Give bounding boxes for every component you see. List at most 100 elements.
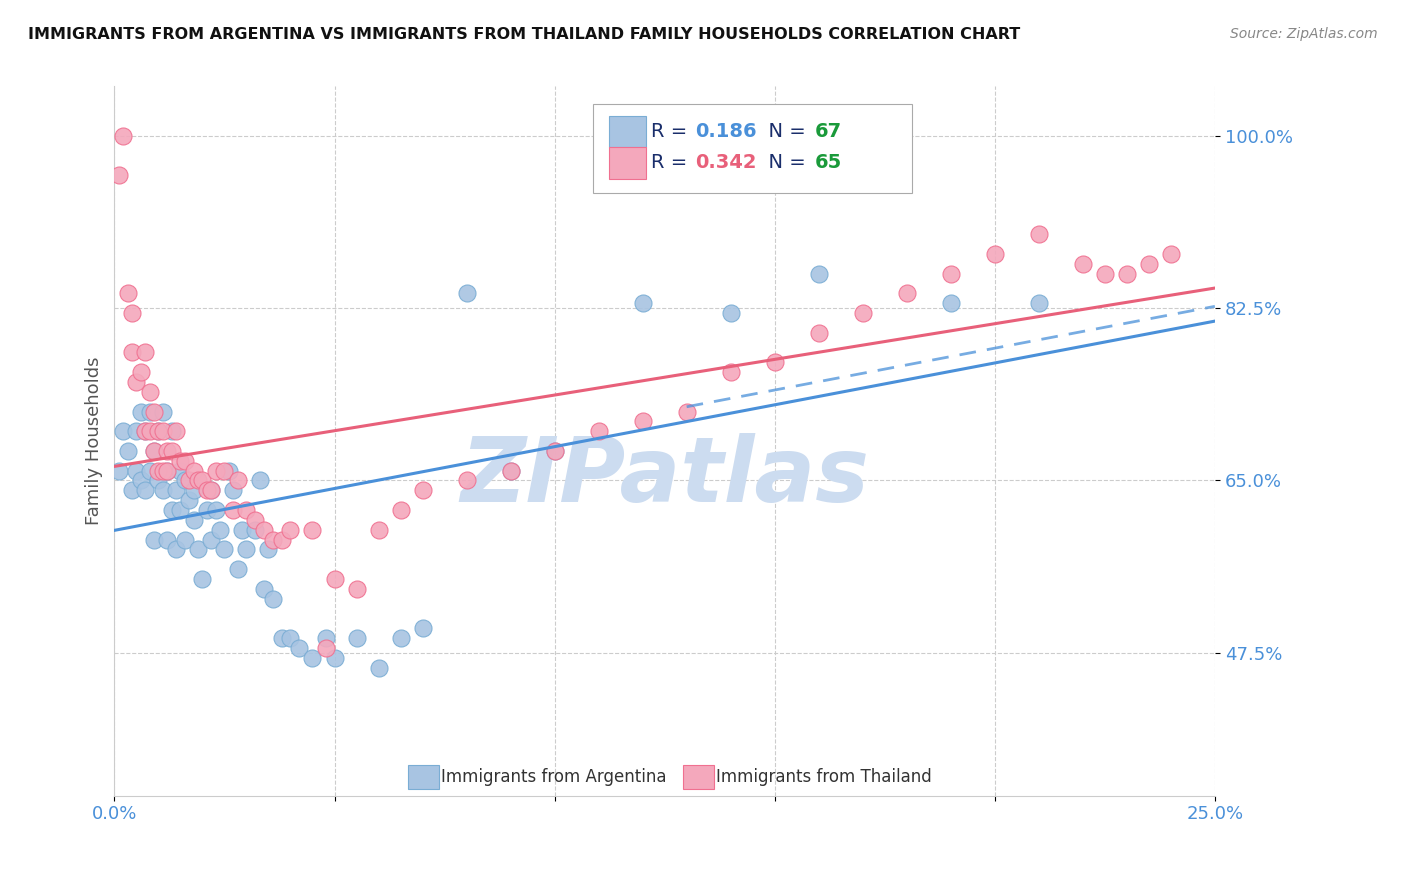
Text: R =: R = <box>651 153 695 172</box>
Point <box>720 306 742 320</box>
Point <box>231 523 253 537</box>
Point <box>179 474 201 488</box>
Point <box>412 483 434 498</box>
Point <box>129 365 152 379</box>
Point <box>1115 267 1137 281</box>
Point <box>253 523 276 537</box>
Point <box>222 483 245 498</box>
Point <box>245 523 267 537</box>
Text: Immigrants from Argentina: Immigrants from Argentina <box>441 768 666 787</box>
FancyBboxPatch shape <box>593 104 912 193</box>
Point <box>129 404 152 418</box>
Point <box>134 424 156 438</box>
Point <box>253 582 276 596</box>
Point <box>156 464 179 478</box>
Point <box>1160 247 1182 261</box>
Point <box>235 503 257 517</box>
Text: 0.342: 0.342 <box>696 153 756 172</box>
Text: 67: 67 <box>814 122 841 141</box>
Point <box>112 128 135 143</box>
Point <box>499 464 522 478</box>
Point <box>156 533 179 547</box>
Point <box>720 365 742 379</box>
Text: 0.186: 0.186 <box>696 122 756 141</box>
Point <box>125 464 148 478</box>
Point <box>152 483 174 498</box>
Text: IMMIGRANTS FROM ARGENTINA VS IMMIGRANTS FROM THAILAND FAMILY HOUSEHOLDS CORRELAT: IMMIGRANTS FROM ARGENTINA VS IMMIGRANTS … <box>28 27 1021 42</box>
Point <box>1137 257 1160 271</box>
Point <box>143 533 166 547</box>
Point <box>367 661 389 675</box>
Point <box>152 404 174 418</box>
Point <box>1028 296 1050 310</box>
Point <box>156 464 179 478</box>
Point <box>138 464 160 478</box>
Point <box>852 306 875 320</box>
Point <box>183 513 205 527</box>
Point <box>152 464 174 478</box>
Point <box>1094 267 1116 281</box>
Point <box>108 464 131 478</box>
Point <box>143 444 166 458</box>
Point <box>138 424 160 438</box>
Point <box>173 533 195 547</box>
Point <box>183 483 205 498</box>
Point <box>939 296 962 310</box>
Point <box>631 414 654 428</box>
Point <box>121 483 143 498</box>
Text: ZIPatlas: ZIPatlas <box>460 433 869 521</box>
Point <box>200 533 222 547</box>
Point <box>179 493 201 508</box>
Point <box>323 572 346 586</box>
Point <box>200 483 222 498</box>
Point <box>108 168 131 182</box>
Point <box>160 424 183 438</box>
Text: 65: 65 <box>814 153 842 172</box>
Point <box>165 542 187 557</box>
Point <box>301 650 323 665</box>
Point <box>152 424 174 438</box>
Text: N =: N = <box>756 153 813 172</box>
Point <box>301 523 323 537</box>
Point <box>543 444 565 458</box>
Text: Immigrants from Thailand: Immigrants from Thailand <box>716 768 932 787</box>
Point <box>288 640 311 655</box>
FancyBboxPatch shape <box>683 765 714 789</box>
Point <box>134 424 156 438</box>
Point <box>204 503 226 517</box>
Point <box>675 404 697 418</box>
Point <box>389 503 412 517</box>
Point <box>148 424 170 438</box>
Point <box>245 513 267 527</box>
Point <box>173 474 195 488</box>
Point <box>235 542 257 557</box>
Point <box>138 404 160 418</box>
Point <box>280 631 302 645</box>
Point <box>200 483 222 498</box>
Point <box>148 464 170 478</box>
FancyBboxPatch shape <box>609 147 645 178</box>
Point <box>169 454 191 468</box>
Point <box>165 424 187 438</box>
Point <box>129 474 152 488</box>
Y-axis label: Family Households: Family Households <box>86 357 103 525</box>
Text: R =: R = <box>651 122 695 141</box>
Point <box>588 424 610 438</box>
Point <box>138 384 160 399</box>
Point <box>183 464 205 478</box>
Point <box>148 424 170 438</box>
Point <box>187 542 209 557</box>
Point <box>346 631 368 645</box>
Point <box>456 286 478 301</box>
Point <box>121 306 143 320</box>
Point <box>1028 227 1050 242</box>
Point <box>456 474 478 488</box>
Point <box>896 286 918 301</box>
Point <box>270 631 292 645</box>
Point <box>214 464 236 478</box>
Point <box>134 345 156 359</box>
Point <box>160 503 183 517</box>
Point <box>631 296 654 310</box>
Point <box>412 621 434 635</box>
Point <box>226 474 249 488</box>
